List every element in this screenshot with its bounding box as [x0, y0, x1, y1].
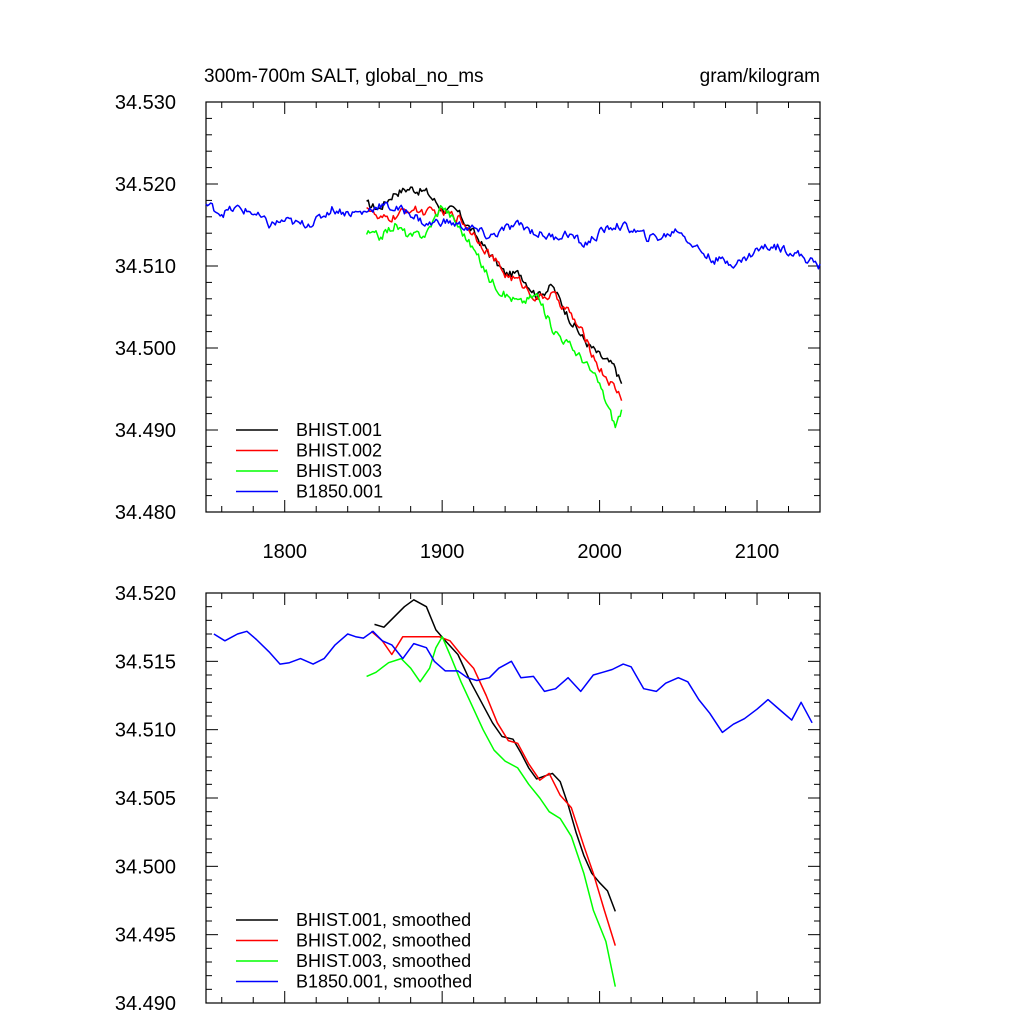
y-tick-label: 34.505 [115, 788, 176, 810]
x-tick-label: 2000 [577, 541, 622, 563]
lower-series-line [366, 635, 617, 987]
legend-label: BHIST.003, smoothed [296, 951, 471, 971]
upper-panel: 300m-700m SALT, global_no_ms gram/kilogr… [115, 66, 821, 563]
upper-series-line [365, 204, 623, 429]
y-tick-label: 34.500 [115, 338, 176, 360]
y-tick-label: 34.515 [115, 651, 176, 673]
legend-label: B1850.001 [296, 482, 383, 502]
x-tick-label: 1900 [420, 541, 465, 563]
upper-title-left: 300m-700m SALT, global_no_ms [204, 66, 484, 87]
lower-series-line [374, 599, 617, 912]
x-tick-label: 2100 [735, 541, 780, 563]
y-tick-label: 34.480 [115, 502, 176, 524]
y-tick-label: 34.520 [115, 583, 176, 605]
lower-series-line [213, 630, 813, 734]
legend-label: BHIST.001 [296, 420, 382, 440]
upper-plot-frame [205, 101, 821, 513]
legend-label: BHIST.002 [296, 441, 382, 461]
x-tick-label: 1800 [262, 541, 307, 563]
y-tick-label: 34.530 [115, 92, 176, 114]
lower-panel: 34.490 34.495 34.500 34.505 34.510 34.515 34.5… [115, 583, 821, 1015]
legend-label: BHIST.002, smoothed [296, 931, 471, 951]
y-tick-label: 34.495 [115, 925, 176, 947]
legend-label: BHIST.003 [296, 461, 382, 481]
y-tick-label: 34.490 [115, 420, 176, 442]
legend-label: BHIST.001, smoothed [296, 910, 471, 930]
legend-label: B1850.001, smoothed [296, 972, 472, 992]
y-tick-label: 34.490 [115, 993, 176, 1015]
upper-title-right: gram/kilogram [700, 66, 820, 87]
y-tick-label: 34.510 [115, 256, 176, 278]
lower-series-line [370, 630, 617, 946]
y-tick-label: 34.520 [115, 174, 176, 196]
y-tick-label: 34.510 [115, 720, 176, 742]
y-tick-label: 34.500 [115, 856, 176, 878]
upper-series-line [366, 205, 623, 401]
upper-series-line [205, 201, 821, 270]
